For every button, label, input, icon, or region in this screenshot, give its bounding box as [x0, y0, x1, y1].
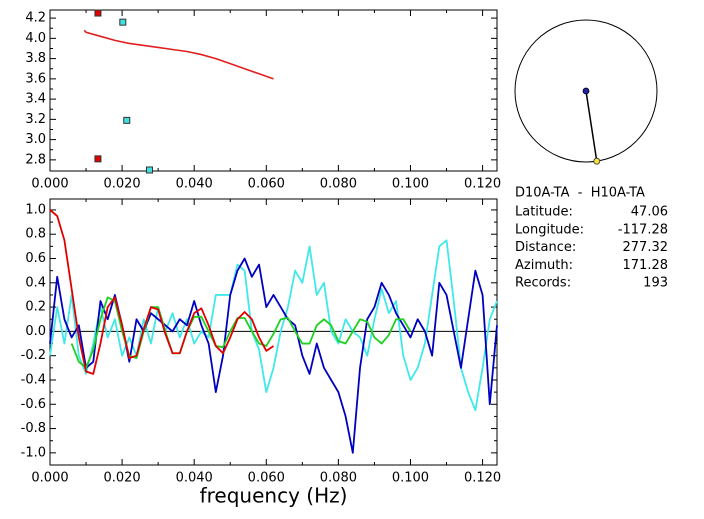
marker	[94, 155, 102, 163]
info-label: Longitude:	[515, 222, 584, 237]
x-tick-label: 0.100	[392, 177, 429, 192]
marker	[119, 18, 127, 26]
x-tick-label: 0.020	[103, 177, 140, 192]
info-value: -117.28	[618, 222, 668, 237]
x-tick-label: 0.080	[320, 177, 357, 192]
receiver-dot	[593, 157, 601, 165]
x-tick-label: 0.020	[103, 471, 140, 486]
x-tick-label: 0.100	[392, 471, 429, 486]
series-line	[49, 257, 498, 454]
y-tick-label: 3.2	[25, 112, 46, 127]
marker	[123, 116, 131, 124]
y-tick-label: 0.6	[25, 251, 46, 266]
info-label: Azimuth:	[515, 258, 573, 273]
y-tick-label: -0.6	[21, 397, 46, 412]
info-label: Distance:	[515, 240, 576, 255]
x-tick-label: 0.080	[320, 471, 357, 486]
plot-frame	[49, 9, 498, 172]
y-tick-label: 0.0	[25, 324, 46, 339]
y-tick-label: 0.2	[25, 300, 46, 315]
x-tick-label: 0.060	[248, 177, 285, 192]
y-tick-label: 2.8	[25, 152, 46, 167]
azimuth-line	[585, 90, 598, 162]
map-circle	[514, 19, 658, 163]
x-tick-label: 0.120	[464, 177, 501, 192]
x-tick-label: 0.040	[176, 471, 213, 486]
x-tick-label: 0.060	[248, 471, 285, 486]
y-tick-label: 0.8	[25, 227, 46, 242]
y-tick-label: 1.0	[25, 202, 46, 217]
x-axis-label: frequency (Hz)	[200, 484, 348, 508]
y-tick-label: -0.4	[21, 372, 46, 387]
info-value: 47.06	[631, 205, 668, 220]
info-value: 277.32	[623, 240, 669, 255]
station-title: D10A-TA - H10A-TA	[515, 186, 645, 201]
source-dot	[582, 87, 590, 95]
y-tick-label: 3.0	[25, 132, 46, 147]
y-tick-label: 3.4	[25, 92, 46, 107]
y-tick-label: -0.2	[21, 348, 46, 363]
x-tick-label: 0.120	[464, 471, 501, 486]
y-tick-label: -1.0	[21, 445, 46, 460]
marker	[94, 9, 102, 17]
series-line	[49, 239, 498, 412]
series-line	[49, 209, 275, 375]
y-tick-label: 4.0	[25, 31, 46, 46]
y-tick-label: 0.4	[25, 275, 46, 290]
x-tick-label: 0.000	[31, 471, 68, 486]
y-tick-label: 3.6	[25, 71, 46, 86]
x-tick-label: 0.000	[31, 177, 68, 192]
info-label: Latitude:	[515, 205, 573, 220]
info-value: 171.28	[623, 258, 669, 273]
y-tick-label: 3.8	[25, 51, 46, 66]
marker	[145, 166, 153, 174]
curve	[83, 29, 274, 80]
series-line	[70, 296, 412, 369]
x-tick-label: 0.040	[176, 177, 213, 192]
y-tick-label: 4.2	[25, 11, 46, 26]
y-tick-label: -0.8	[21, 421, 46, 436]
info-label: Records:	[515, 276, 571, 291]
info-value: 193	[643, 276, 668, 291]
